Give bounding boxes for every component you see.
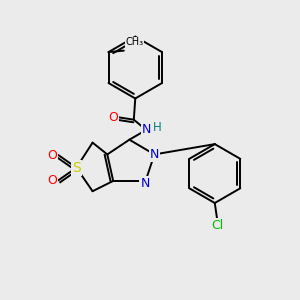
Text: Cl: Cl (212, 219, 224, 232)
Text: O: O (47, 149, 57, 162)
Text: N: N (142, 124, 151, 136)
Text: H: H (153, 121, 162, 134)
Text: N: N (150, 148, 159, 160)
Text: CH₃: CH₃ (125, 37, 143, 47)
Text: N: N (140, 177, 150, 190)
Text: O: O (108, 111, 118, 124)
Text: S: S (72, 161, 81, 175)
Text: O: O (47, 173, 57, 187)
